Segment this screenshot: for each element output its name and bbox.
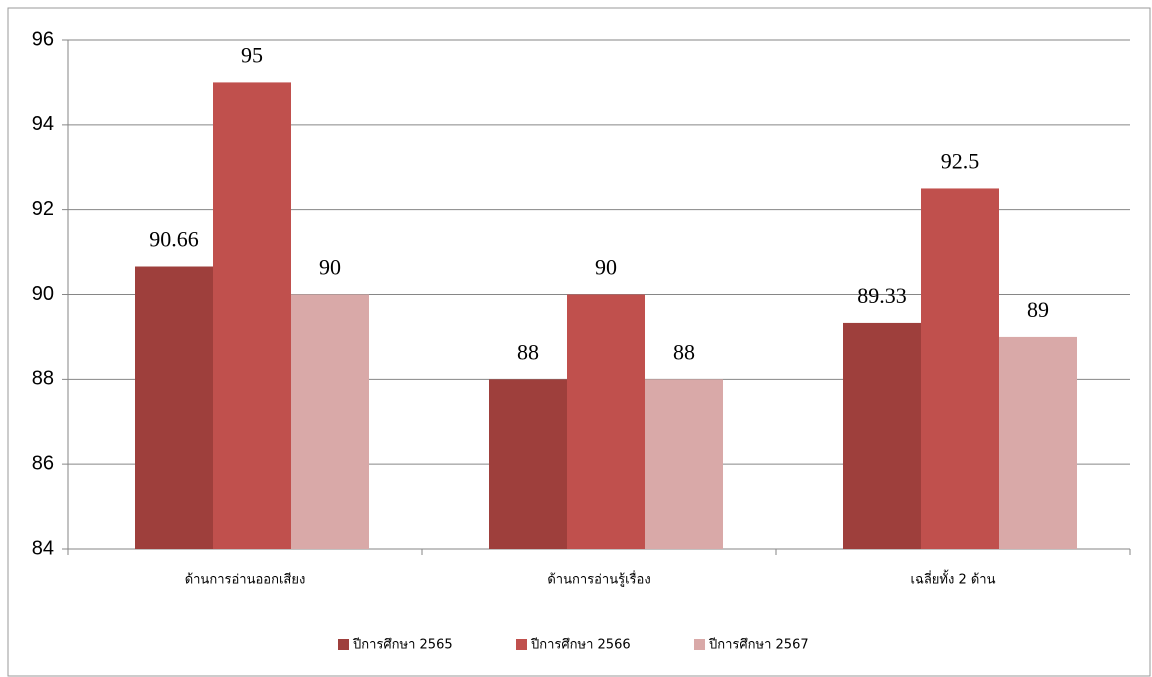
y-tick-label: 88	[32, 368, 54, 390]
value-label: 95	[241, 42, 263, 67]
bar	[999, 336, 1077, 549]
bar	[213, 82, 291, 550]
value-label: 88	[673, 339, 695, 364]
bar	[921, 188, 999, 550]
y-tick-label: 94	[32, 113, 54, 135]
value-label: 89	[1027, 297, 1049, 322]
legend-swatch	[338, 639, 349, 650]
value-label: 90	[319, 255, 341, 280]
legend-swatch	[516, 639, 527, 650]
y-tick-label: 90	[32, 283, 54, 305]
legend-label: ปีการศึกษา 2566	[530, 637, 631, 653]
bar	[135, 266, 213, 549]
bar	[645, 379, 723, 549]
legend-swatch	[694, 639, 705, 650]
value-label: 90.66	[149, 227, 199, 252]
y-tick-label: 92	[32, 198, 54, 220]
legend-label: ปีการศึกษา 2567	[708, 637, 809, 653]
value-label: 92.5	[941, 149, 980, 174]
y-tick-label: 96	[32, 28, 54, 50]
value-label: 88	[517, 339, 539, 364]
y-tick-label: 86	[32, 452, 54, 474]
x-tick-label: เฉลี่ยทั้ง 2 ด้าน	[911, 570, 996, 588]
legend-label: ปีการศึกษา 2565	[352, 637, 453, 653]
bar	[567, 294, 645, 549]
value-label: 90	[595, 255, 617, 280]
bar	[843, 322, 921, 549]
x-tick-label: ด้านการอ่านรู้เรื่อง	[547, 571, 650, 588]
bar	[291, 294, 369, 549]
bar	[489, 379, 567, 549]
x-tick-label: ด้านการอ่านออกเสียง	[185, 572, 306, 588]
y-tick-label: 84	[32, 537, 54, 559]
value-label: 89.33	[857, 283, 907, 308]
chart-frame	[7, 7, 1151, 677]
